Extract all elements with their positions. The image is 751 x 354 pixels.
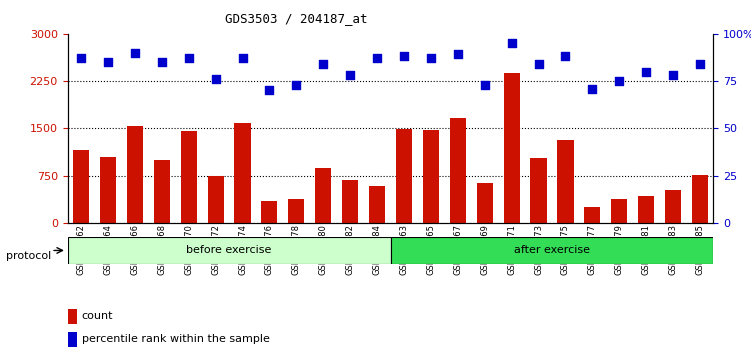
Bar — [503, 73, 520, 223]
Bar — [584, 207, 601, 223]
Bar — [315, 168, 331, 223]
Bar — [450, 118, 466, 223]
Point — [614, 78, 626, 84]
Text: count: count — [82, 312, 113, 321]
Text: before exercise: before exercise — [186, 245, 272, 256]
Point — [129, 50, 141, 55]
Point — [640, 69, 652, 74]
Bar — [477, 183, 493, 223]
Point — [667, 73, 679, 78]
Text: after exercise: after exercise — [514, 245, 590, 256]
Point — [398, 53, 410, 59]
Bar — [557, 140, 574, 223]
Point — [505, 40, 517, 46]
Bar — [391, 237, 713, 264]
Bar — [100, 157, 116, 223]
Point — [425, 56, 437, 61]
Bar — [181, 131, 197, 223]
Text: GDS3503 / 204187_at: GDS3503 / 204187_at — [225, 12, 368, 25]
Bar — [423, 130, 439, 223]
Bar — [288, 199, 304, 223]
Point — [344, 73, 356, 78]
Bar — [261, 201, 278, 223]
Text: percentile rank within the sample: percentile rank within the sample — [82, 335, 270, 344]
Bar — [68, 237, 391, 264]
Bar — [234, 123, 251, 223]
Point — [264, 88, 276, 93]
Bar — [692, 175, 708, 223]
Bar — [127, 126, 143, 223]
Point — [75, 56, 87, 61]
Bar — [207, 176, 224, 223]
Point — [559, 53, 572, 59]
Point — [532, 61, 544, 67]
Bar — [396, 129, 412, 223]
Point — [291, 82, 303, 87]
Point — [210, 76, 222, 82]
Bar — [154, 160, 170, 223]
Bar — [73, 150, 89, 223]
Bar — [342, 180, 358, 223]
Bar — [530, 158, 547, 223]
Bar — [611, 199, 627, 223]
Bar — [638, 196, 654, 223]
Text: protocol: protocol — [6, 251, 51, 261]
Point — [452, 52, 464, 57]
Point — [182, 56, 195, 61]
Point — [694, 61, 706, 67]
Bar — [369, 186, 385, 223]
Bar — [68, 309, 77, 324]
Point — [371, 56, 383, 61]
Bar — [68, 332, 77, 347]
Point — [155, 59, 167, 65]
Point — [587, 86, 599, 91]
Point — [237, 56, 249, 61]
Bar — [665, 189, 681, 223]
Point — [478, 82, 490, 87]
Point — [102, 59, 114, 65]
Point — [317, 61, 329, 67]
